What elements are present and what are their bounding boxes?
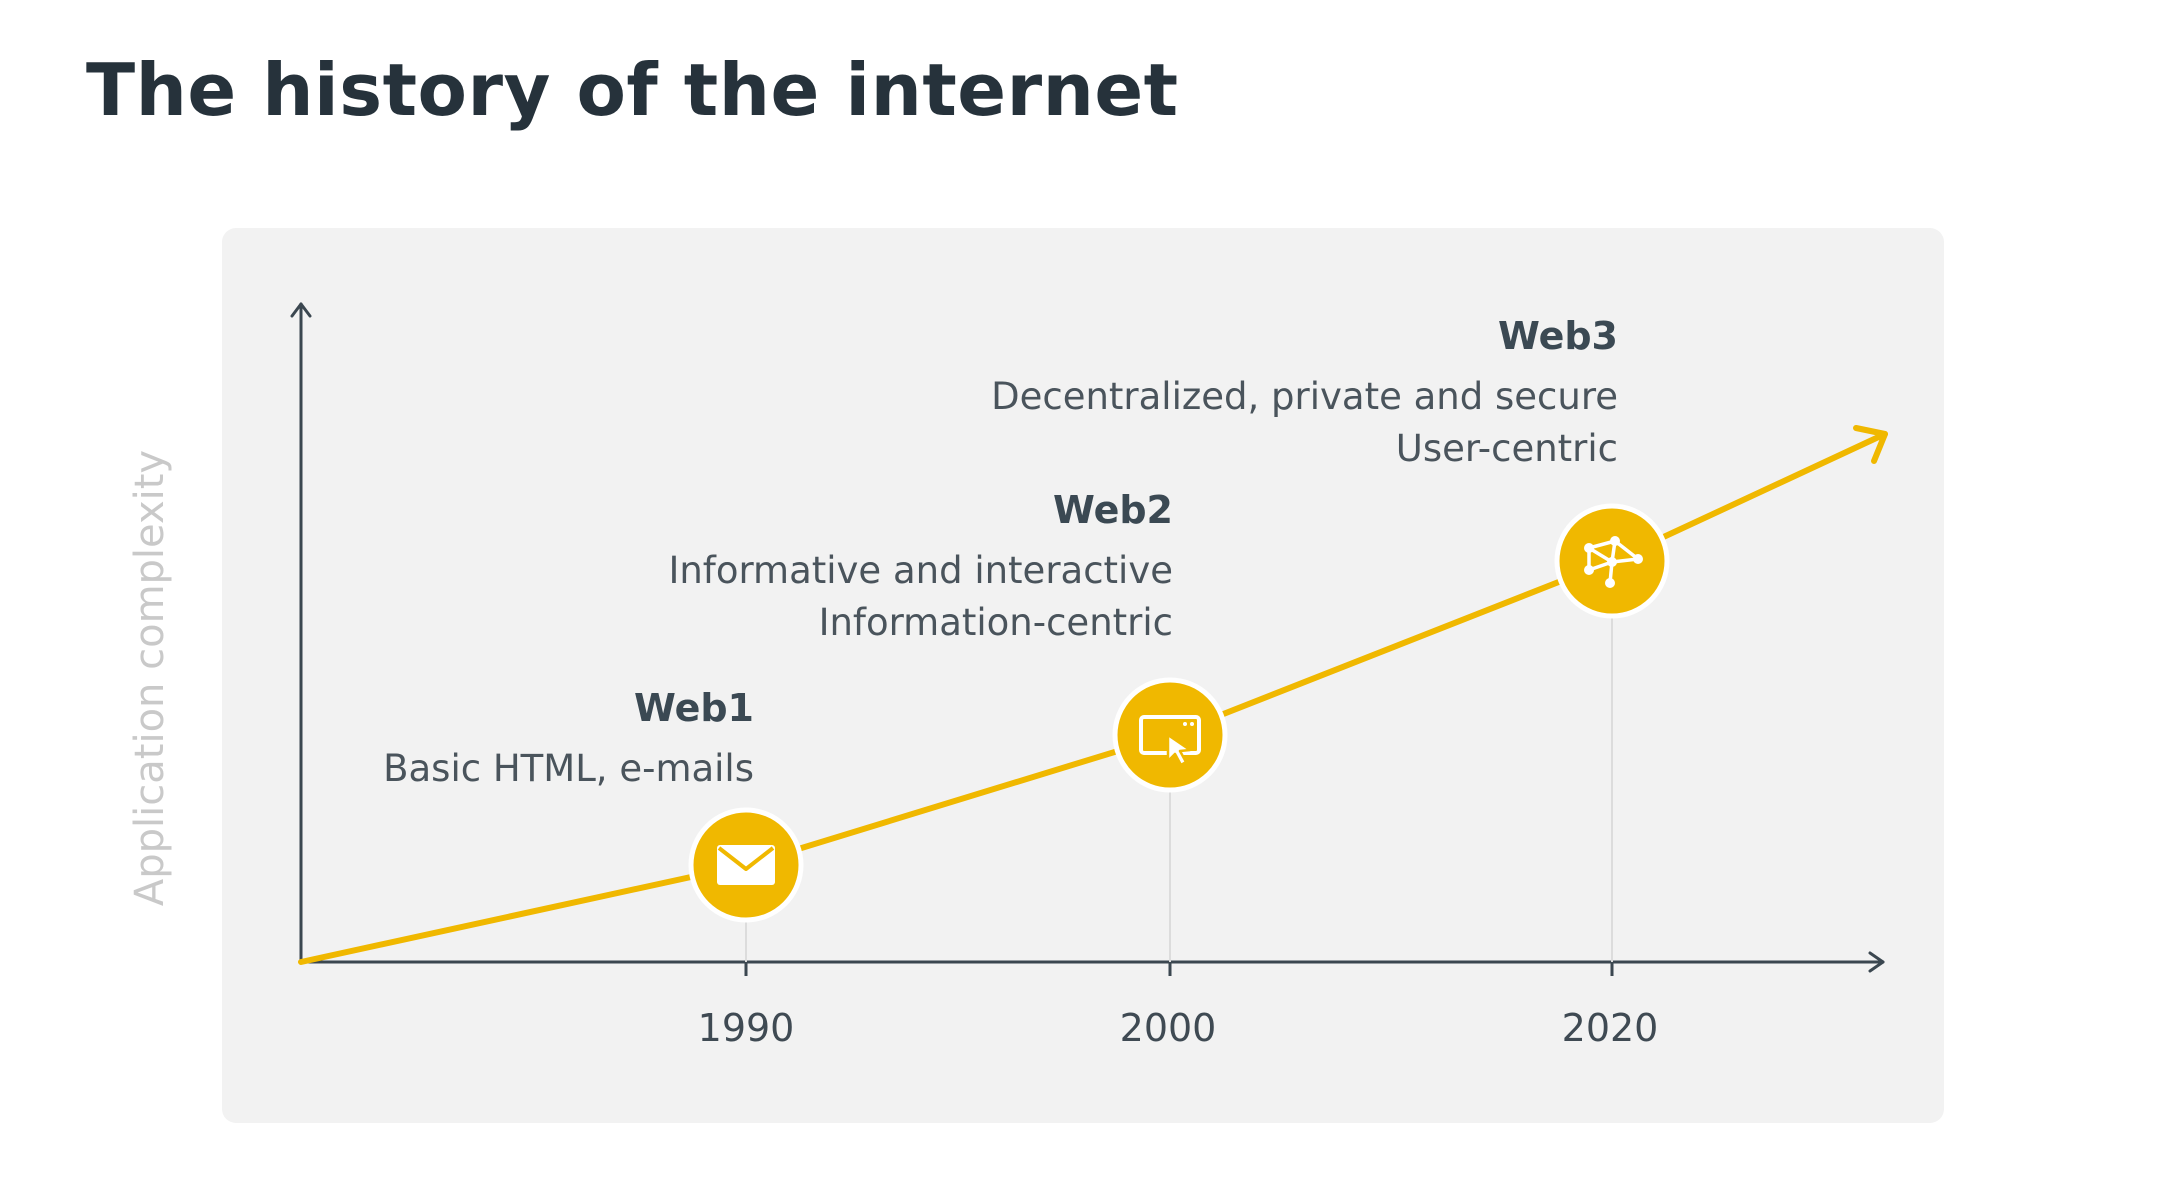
- era-name-web1: Web1: [634, 686, 754, 730]
- y-axis-arrowhead: [290, 302, 312, 318]
- year-label-1990: 1990: [697, 1006, 795, 1050]
- network-nodes-icon: [1584, 536, 1643, 588]
- era-description-web3-line1: Decentralized, private and secure: [991, 375, 1618, 418]
- era-description-web2-line1: Informative and interactive: [668, 549, 1173, 592]
- era-description-web2-line2: Information-centric: [818, 601, 1173, 644]
- era-description-web1-line1: Basic HTML, e-mails: [383, 747, 754, 790]
- envelope-icon: [717, 845, 775, 885]
- year-label-2000: 2000: [1119, 1006, 1217, 1050]
- axes: [290, 302, 1885, 973]
- era-web2: Web2 Informative and interactive Informa…: [668, 487, 1173, 649]
- era-name-web3: Web3: [1498, 314, 1618, 358]
- growth-line-arrowhead: [1853, 425, 1888, 464]
- era-name-web2: Web2: [1053, 488, 1173, 532]
- node-web1: [688, 807, 804, 923]
- year-label-2020: 2020: [1561, 1006, 1659, 1050]
- diagram-panel: [222, 228, 1944, 1123]
- node-web2: [1112, 677, 1228, 793]
- node-web3: [1554, 503, 1670, 619]
- x-axis-arrowhead: [1868, 951, 1885, 973]
- browser-window-cursor-icon: [1139, 715, 1201, 767]
- era-web3: Web3 Decentralized, private and secure U…: [991, 313, 1618, 475]
- page-title: The history of the internet: [86, 48, 1179, 132]
- guide-lines: [745, 610, 1613, 962]
- era-web1: Web1 Basic HTML, e-mails: [383, 685, 754, 795]
- era-description-web3-line2: User-centric: [1395, 427, 1618, 470]
- ticks: [744, 962, 1614, 976]
